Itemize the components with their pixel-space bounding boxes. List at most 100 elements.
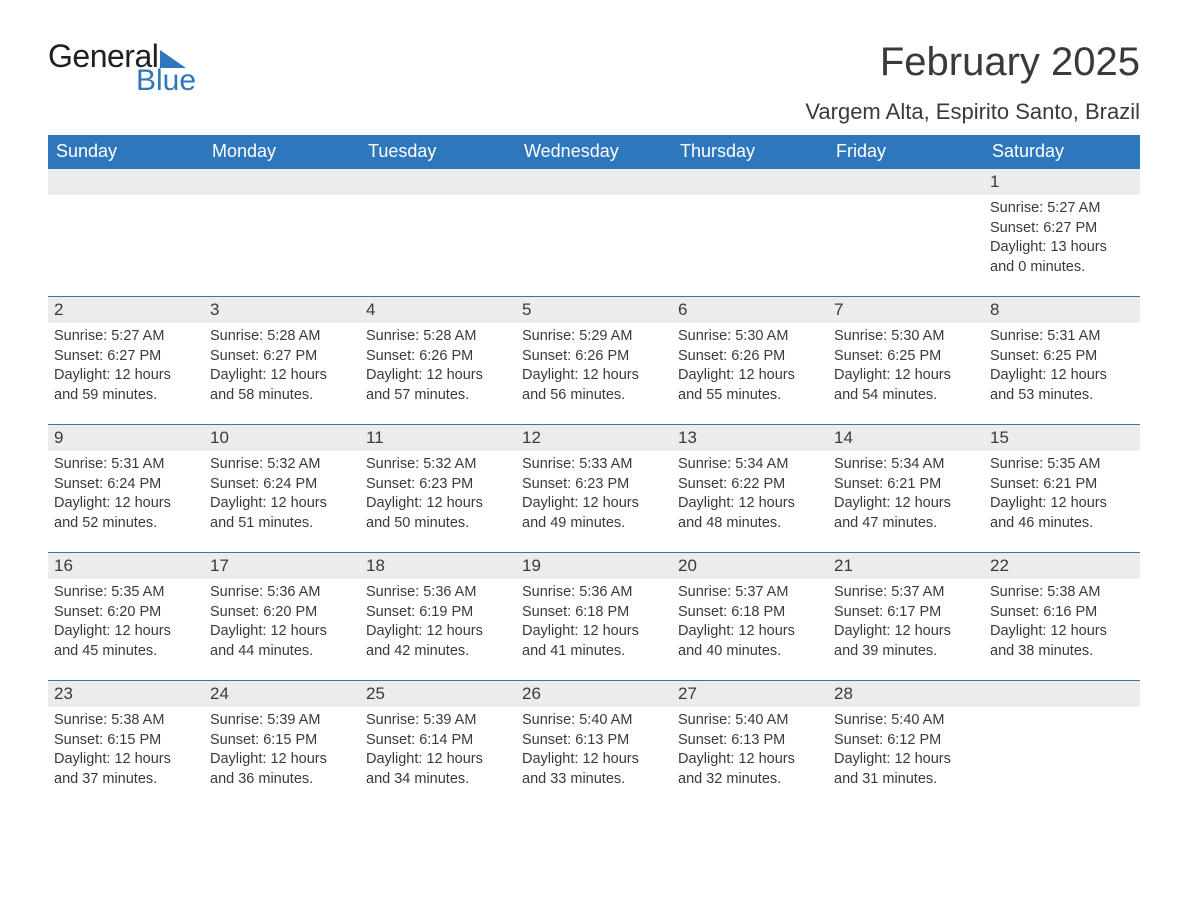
weekday-header: Sunday bbox=[48, 135, 204, 169]
calendar-day: 26Sunrise: 5:40 AMSunset: 6:13 PMDayligh… bbox=[516, 681, 672, 809]
day-daylight: Daylight: 12 hours and 31 minutes. bbox=[834, 750, 978, 789]
day-number: 14 bbox=[828, 425, 984, 451]
day-number: 7 bbox=[828, 297, 984, 323]
calendar-day: 23Sunrise: 5:38 AMSunset: 6:15 PMDayligh… bbox=[48, 681, 204, 809]
day-daylight: Daylight: 12 hours and 54 minutes. bbox=[834, 366, 978, 405]
day-sunrise: Sunrise: 5:36 AM bbox=[522, 583, 666, 603]
day-number: 17 bbox=[204, 553, 360, 579]
day-details: Sunrise: 5:29 AMSunset: 6:26 PMDaylight:… bbox=[516, 323, 672, 413]
calendar-week: 1Sunrise: 5:27 AMSunset: 6:27 PMDaylight… bbox=[48, 169, 1140, 297]
day-sunset: Sunset: 6:24 PM bbox=[210, 475, 354, 495]
day-details: Sunrise: 5:34 AMSunset: 6:22 PMDaylight:… bbox=[672, 451, 828, 541]
day-details: Sunrise: 5:34 AMSunset: 6:21 PMDaylight:… bbox=[828, 451, 984, 541]
location-text: Vargem Alta, Espirito Santo, Brazil bbox=[805, 99, 1140, 125]
day-daylight: Daylight: 12 hours and 47 minutes. bbox=[834, 494, 978, 533]
calendar-day: 27Sunrise: 5:40 AMSunset: 6:13 PMDayligh… bbox=[672, 681, 828, 809]
calendar-day: 15Sunrise: 5:35 AMSunset: 6:21 PMDayligh… bbox=[984, 425, 1140, 553]
calendar-day-empty bbox=[48, 169, 204, 297]
day-sunset: Sunset: 6:27 PM bbox=[54, 347, 198, 367]
day-daylight: Daylight: 12 hours and 40 minutes. bbox=[678, 622, 822, 661]
day-number: 26 bbox=[516, 681, 672, 707]
day-details: Sunrise: 5:39 AMSunset: 6:14 PMDaylight:… bbox=[360, 707, 516, 797]
day-sunset: Sunset: 6:26 PM bbox=[678, 347, 822, 367]
day-sunset: Sunset: 6:21 PM bbox=[990, 475, 1134, 495]
calendar-header: SundayMondayTuesdayWednesdayThursdayFrid… bbox=[48, 135, 1140, 169]
day-sunset: Sunset: 6:27 PM bbox=[210, 347, 354, 367]
day-sunrise: Sunrise: 5:36 AM bbox=[210, 583, 354, 603]
day-daylight: Daylight: 13 hours and 0 minutes. bbox=[990, 238, 1134, 277]
day-sunset: Sunset: 6:20 PM bbox=[210, 603, 354, 623]
day-daylight: Daylight: 12 hours and 38 minutes. bbox=[990, 622, 1134, 661]
weekday-header: Saturday bbox=[984, 135, 1140, 169]
day-sunrise: Sunrise: 5:40 AM bbox=[678, 711, 822, 731]
header: General Blue February 2025 Vargem Alta, … bbox=[48, 40, 1140, 125]
day-daylight: Daylight: 12 hours and 53 minutes. bbox=[990, 366, 1134, 405]
calendar-day: 3Sunrise: 5:28 AMSunset: 6:27 PMDaylight… bbox=[204, 297, 360, 425]
day-number: 12 bbox=[516, 425, 672, 451]
day-daylight: Daylight: 12 hours and 33 minutes. bbox=[522, 750, 666, 789]
calendar-week: 16Sunrise: 5:35 AMSunset: 6:20 PMDayligh… bbox=[48, 553, 1140, 681]
day-details: Sunrise: 5:31 AMSunset: 6:24 PMDaylight:… bbox=[48, 451, 204, 541]
day-number bbox=[984, 681, 1140, 707]
day-details: Sunrise: 5:37 AMSunset: 6:18 PMDaylight:… bbox=[672, 579, 828, 669]
day-sunrise: Sunrise: 5:40 AM bbox=[522, 711, 666, 731]
day-number: 19 bbox=[516, 553, 672, 579]
weekday-header: Friday bbox=[828, 135, 984, 169]
calendar-day-empty bbox=[516, 169, 672, 297]
day-sunrise: Sunrise: 5:35 AM bbox=[54, 583, 198, 603]
day-sunrise: Sunrise: 5:34 AM bbox=[678, 455, 822, 475]
day-details: Sunrise: 5:39 AMSunset: 6:15 PMDaylight:… bbox=[204, 707, 360, 797]
day-number: 10 bbox=[204, 425, 360, 451]
day-sunrise: Sunrise: 5:35 AM bbox=[990, 455, 1134, 475]
calendar-day-empty bbox=[204, 169, 360, 297]
calendar-day-empty bbox=[984, 681, 1140, 809]
day-details: Sunrise: 5:35 AMSunset: 6:20 PMDaylight:… bbox=[48, 579, 204, 669]
day-sunset: Sunset: 6:22 PM bbox=[678, 475, 822, 495]
day-sunset: Sunset: 6:25 PM bbox=[990, 347, 1134, 367]
day-number: 27 bbox=[672, 681, 828, 707]
day-sunset: Sunset: 6:14 PM bbox=[366, 731, 510, 751]
day-sunset: Sunset: 6:20 PM bbox=[54, 603, 198, 623]
day-sunset: Sunset: 6:17 PM bbox=[834, 603, 978, 623]
day-sunrise: Sunrise: 5:29 AM bbox=[522, 327, 666, 347]
day-daylight: Daylight: 12 hours and 48 minutes. bbox=[678, 494, 822, 533]
calendar-day: 5Sunrise: 5:29 AMSunset: 6:26 PMDaylight… bbox=[516, 297, 672, 425]
logo: General Blue bbox=[48, 40, 196, 96]
day-sunrise: Sunrise: 5:37 AM bbox=[834, 583, 978, 603]
calendar-day-empty bbox=[828, 169, 984, 297]
calendar-day: 10Sunrise: 5:32 AMSunset: 6:24 PMDayligh… bbox=[204, 425, 360, 553]
day-daylight: Daylight: 12 hours and 42 minutes. bbox=[366, 622, 510, 661]
day-daylight: Daylight: 12 hours and 51 minutes. bbox=[210, 494, 354, 533]
day-details: Sunrise: 5:38 AMSunset: 6:15 PMDaylight:… bbox=[48, 707, 204, 797]
day-sunrise: Sunrise: 5:27 AM bbox=[990, 199, 1134, 219]
day-number: 9 bbox=[48, 425, 204, 451]
day-details: Sunrise: 5:30 AMSunset: 6:25 PMDaylight:… bbox=[828, 323, 984, 413]
day-sunset: Sunset: 6:26 PM bbox=[366, 347, 510, 367]
day-daylight: Daylight: 12 hours and 56 minutes. bbox=[522, 366, 666, 405]
calendar-day: 8Sunrise: 5:31 AMSunset: 6:25 PMDaylight… bbox=[984, 297, 1140, 425]
day-daylight: Daylight: 12 hours and 49 minutes. bbox=[522, 494, 666, 533]
day-daylight: Daylight: 12 hours and 45 minutes. bbox=[54, 622, 198, 661]
day-number: 3 bbox=[204, 297, 360, 323]
day-sunrise: Sunrise: 5:28 AM bbox=[210, 327, 354, 347]
day-details: Sunrise: 5:27 AMSunset: 6:27 PMDaylight:… bbox=[984, 195, 1140, 285]
weekday-header: Tuesday bbox=[360, 135, 516, 169]
day-sunset: Sunset: 6:13 PM bbox=[678, 731, 822, 751]
day-number: 1 bbox=[984, 169, 1140, 195]
day-sunrise: Sunrise: 5:28 AM bbox=[366, 327, 510, 347]
day-daylight: Daylight: 12 hours and 57 minutes. bbox=[366, 366, 510, 405]
calendar-day: 2Sunrise: 5:27 AMSunset: 6:27 PMDaylight… bbox=[48, 297, 204, 425]
weekday-header: Thursday bbox=[672, 135, 828, 169]
calendar-day: 17Sunrise: 5:36 AMSunset: 6:20 PMDayligh… bbox=[204, 553, 360, 681]
calendar-day: 13Sunrise: 5:34 AMSunset: 6:22 PMDayligh… bbox=[672, 425, 828, 553]
day-sunrise: Sunrise: 5:31 AM bbox=[54, 455, 198, 475]
page-title: February 2025 bbox=[805, 40, 1140, 85]
day-sunrise: Sunrise: 5:27 AM bbox=[54, 327, 198, 347]
title-block: February 2025 Vargem Alta, Espirito Sant… bbox=[805, 40, 1140, 125]
day-sunrise: Sunrise: 5:36 AM bbox=[366, 583, 510, 603]
day-sunset: Sunset: 6:25 PM bbox=[834, 347, 978, 367]
day-sunset: Sunset: 6:18 PM bbox=[678, 603, 822, 623]
day-sunrise: Sunrise: 5:39 AM bbox=[210, 711, 354, 731]
day-sunset: Sunset: 6:21 PM bbox=[834, 475, 978, 495]
day-details: Sunrise: 5:27 AMSunset: 6:27 PMDaylight:… bbox=[48, 323, 204, 413]
